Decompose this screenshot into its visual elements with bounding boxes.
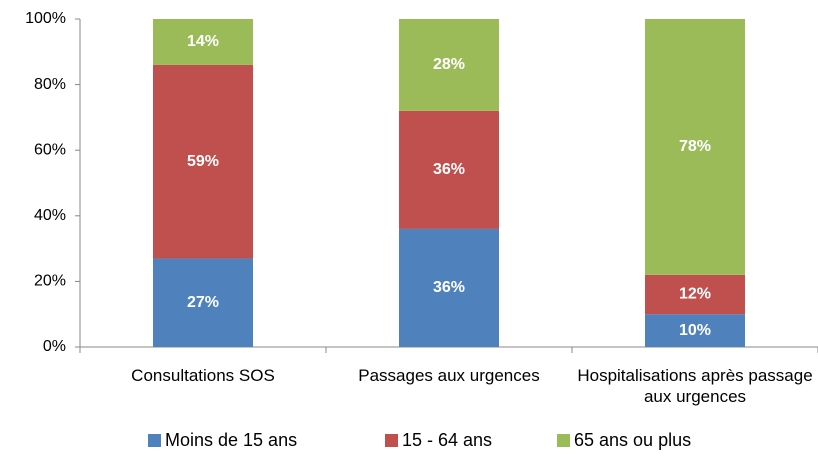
- bar-segment: [153, 19, 253, 65]
- data-label: 59%: [187, 153, 219, 170]
- x-tick-label: Hospitalisations après passage aux urgen…: [577, 366, 813, 406]
- data-label: 78%: [679, 138, 711, 155]
- bar-segment: [399, 19, 499, 111]
- data-label: 14%: [187, 33, 219, 50]
- data-label: 10%: [679, 322, 711, 339]
- legend-swatch: [557, 434, 570, 447]
- y-tick-label: 40%: [34, 207, 66, 224]
- data-label: 36%: [433, 279, 465, 296]
- bar-segment: [399, 110, 499, 229]
- bar-segment: [645, 314, 745, 347]
- x-tick-label: Consultations SOS: [131, 366, 275, 385]
- legend-label: 15 - 64 ans: [402, 430, 492, 450]
- legend-label: 65 ans ou plus: [574, 430, 691, 450]
- data-label: 27%: [187, 294, 219, 311]
- bar-segment: [153, 258, 253, 347]
- y-tick-label: 100%: [25, 10, 66, 27]
- y-tick-label: 80%: [34, 76, 66, 93]
- data-label: 12%: [679, 286, 711, 303]
- x-tick-label: Passages aux urgences: [358, 366, 540, 385]
- y-tick-label: 20%: [34, 273, 66, 290]
- legend-swatch: [385, 434, 398, 447]
- bar-segment: [645, 274, 745, 315]
- legend-swatch: [148, 434, 161, 447]
- data-label: 36%: [433, 161, 465, 178]
- legend-label: Moins de 15 ans: [165, 430, 297, 450]
- data-label: 28%: [433, 56, 465, 73]
- y-tick-label: 60%: [34, 141, 66, 158]
- bar-segment: [153, 64, 253, 259]
- bar-segment: [645, 19, 745, 275]
- y-tick-label: 0%: [43, 338, 66, 355]
- bar-segment: [399, 228, 499, 347]
